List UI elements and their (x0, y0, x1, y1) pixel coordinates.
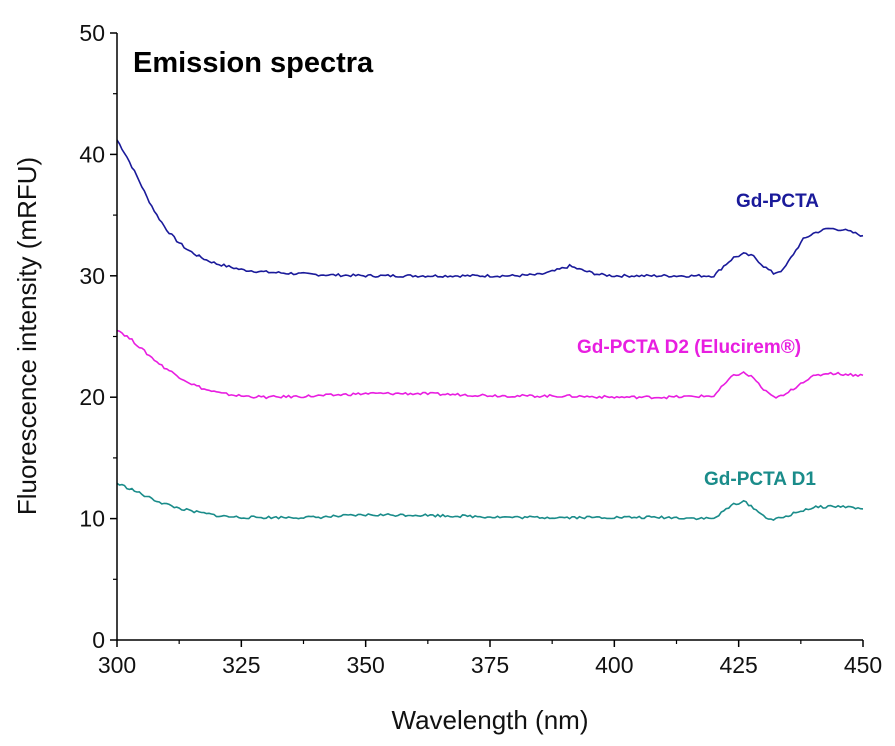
y-tick-label: 40 (79, 141, 105, 167)
series-line-2 (116, 329, 864, 400)
y-tick-label: 50 (79, 20, 105, 46)
series-layer (116, 139, 864, 522)
series-label-gd-pcta: Gd-PCTA (736, 191, 819, 212)
series-line-3 (116, 482, 864, 522)
x-axis-title: Wavelength (nm) (392, 705, 589, 735)
x-tick-label: 400 (595, 652, 633, 678)
x-tick-label: 300 (98, 652, 136, 678)
series-label-gd-pcta-d2: Gd-PCTA D2 (Elucirem®) (577, 337, 801, 358)
x-tick-label: 450 (844, 652, 882, 678)
y-tick-label: 0 (92, 627, 105, 653)
x-tick-label: 375 (471, 652, 509, 678)
plot-area: 300 325 350 375 400 425 450 0 10 20 30 40 50 (79, 20, 882, 678)
x-tick-label: 425 (719, 652, 757, 678)
y-tick-label: 10 (79, 506, 105, 532)
series-line-1 (116, 139, 864, 279)
x-tick-label: 350 (346, 652, 384, 678)
x-tick-label: 325 (222, 652, 260, 678)
y-tick-label: 20 (79, 384, 105, 410)
chart-title: Emission spectra (133, 47, 374, 79)
series-label-gd-pcta-d1: Gd-PCTA D1 (704, 469, 816, 490)
y-tick-label: 30 (79, 263, 105, 289)
axes-layer: 300 325 350 375 400 425 450 0 10 20 30 40 50 (79, 20, 882, 678)
y-axis-title: Fluorescence intensity (mRFU) (12, 157, 42, 515)
